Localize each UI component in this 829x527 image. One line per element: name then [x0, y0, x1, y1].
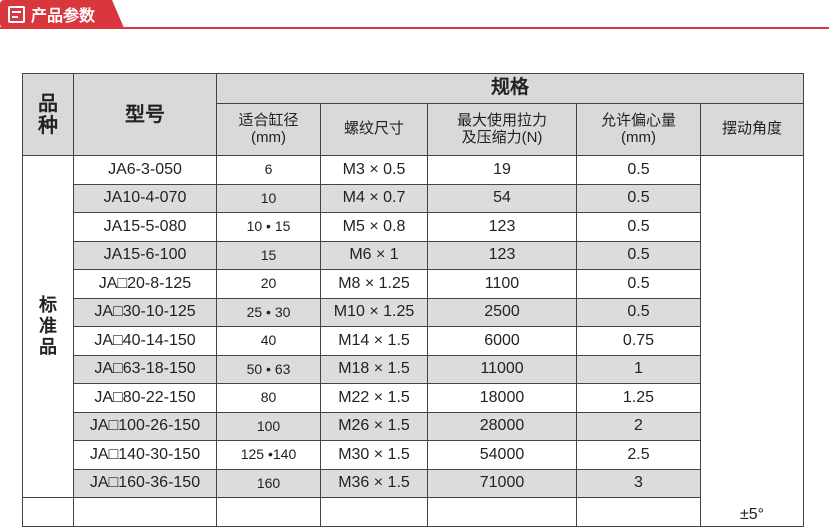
bore-cell: 6 [216, 155, 321, 185]
bore-cell: 10 [216, 183, 321, 213]
table-row: JA□100-26-150 100 M26 × 1.5 28000 2 [23, 411, 804, 441]
eccentricity-cell: 0.75 [576, 326, 701, 356]
eccentricity-cell: 0.5 [576, 297, 701, 327]
model-cell: JA□160-36-150 [73, 468, 217, 498]
model-cell: JA□20-8-125 [73, 269, 217, 299]
header-spec: 规格 [215, 73, 805, 104]
force-cell: 54 [427, 183, 577, 213]
header-thread: 螺纹尺寸 [320, 103, 428, 156]
eccentricity-cell: 0.5 [576, 269, 701, 299]
model-cell: JA□140-30-150 [73, 440, 217, 470]
table-row: 标 准 品 JA6-3-050 6 M3 × 0.5 19 0.5 ±5° [22, 155, 805, 527]
model-cell: JA15-6-100 [73, 240, 217, 270]
force-cell: 1100 [427, 269, 577, 299]
force-cell: 18000 [427, 383, 577, 413]
angle-cell: ±5° [699, 155, 805, 527]
table-row: JA□30-10-125 25 • 30 M10 × 1.25 2500 0.5 [23, 297, 804, 327]
header-bore: 适合缸径 (mm) [216, 103, 321, 156]
thread-cell: M30 × 1.5 [320, 440, 428, 470]
bore-cell: 125 •140 [216, 440, 321, 470]
thread-cell: M14 × 1.5 [320, 326, 428, 356]
bore-cell: 25 • 30 [216, 297, 321, 327]
empty-cell [73, 497, 217, 527]
header-eccentricity: 允许偏心量 (mm) [576, 103, 701, 156]
bore-cell: 40 [216, 326, 321, 356]
header-force: 最大使用拉力 及压缩力(N) [427, 103, 577, 156]
thread-cell: M26 × 1.5 [320, 411, 428, 441]
thread-cell: M36 × 1.5 [320, 468, 428, 498]
table-row: JA□80-22-150 80 M22 × 1.5 18000 1.25 [23, 383, 804, 413]
thread-cell: M4 × 0.7 [320, 183, 428, 213]
eccentricity-cell: 0.5 [576, 155, 701, 185]
eccentricity-cell: 3 [576, 468, 701, 498]
model-cell: JA□80-22-150 [73, 383, 217, 413]
thread-cell: M18 × 1.5 [320, 354, 428, 384]
model-cell: JA□40-14-150 [73, 326, 217, 356]
model-cell: JA15-5-080 [73, 212, 217, 242]
force-cell: 123 [427, 212, 577, 242]
header-model: 型号 [73, 73, 217, 156]
force-cell: 54000 [427, 440, 577, 470]
table-row: JA15-6-100 15 M6 × 1 123 0.5 [23, 240, 804, 270]
bore-cell: 50 • 63 [216, 354, 321, 384]
document-icon [8, 5, 25, 23]
thread-cell: M22 × 1.5 [320, 383, 428, 413]
eccentricity-cell: 1 [576, 354, 701, 384]
thread-cell: M10 × 1.25 [320, 297, 428, 327]
header-category: 品 种 [22, 73, 74, 156]
empty-cell [22, 497, 74, 527]
table-row: JA□40-14-150 40 M14 × 1.5 6000 0.75 [23, 326, 804, 356]
empty-cell [216, 497, 321, 527]
bore-cell: 160 [216, 468, 321, 498]
force-cell: 6000 [427, 326, 577, 356]
eccentricity-cell: 0.5 [576, 183, 701, 213]
empty-cell [427, 497, 577, 527]
thread-cell: M6 × 1 [320, 240, 428, 270]
model-cell: JA10-4-070 [73, 183, 217, 213]
thread-cell: M8 × 1.25 [320, 269, 428, 299]
eccentricity-cell: 0.5 [576, 212, 701, 242]
spec-table: 品 种 型号 规格 适合缸径 (mm) 螺纹尺寸 最大使用拉力 及压缩力(N) … [22, 73, 805, 527]
force-cell: 11000 [427, 354, 577, 384]
table-row: JA□160-36-150 160 M36 × 1.5 71000 3 [23, 468, 804, 498]
model-cell: JA□30-10-125 [73, 297, 217, 327]
table-row-partial [22, 497, 804, 527]
eccentricity-cell: 1.25 [576, 383, 701, 413]
force-cell: 123 [427, 240, 577, 270]
model-cell: JA□63-18-150 [73, 354, 217, 384]
empty-cell [320, 497, 428, 527]
thread-cell: M5 × 0.8 [320, 212, 428, 242]
empty-cell [576, 497, 701, 527]
force-cell: 28000 [427, 411, 577, 441]
force-cell: 19 [427, 155, 577, 185]
bore-cell: 100 [216, 411, 321, 441]
bore-cell: 10 • 15 [216, 212, 321, 242]
thread-cell: M3 × 0.5 [320, 155, 428, 185]
eccentricity-cell: 0.5 [576, 240, 701, 270]
section-tab: 产品参数 [0, 0, 124, 28]
table-row: JA□140-30-150 125 •140 M30 × 1.5 54000 2.5 [23, 440, 804, 470]
table-row: JA10-4-070 10 M4 × 0.7 54 0.5 [23, 183, 804, 213]
model-cell: JA□100-26-150 [73, 411, 217, 441]
table-row: JA15-5-080 10 • 15 M5 × 0.8 123 0.5 [23, 212, 804, 242]
category-cell: 标 准 品 [22, 155, 74, 498]
eccentricity-cell: 2 [576, 411, 701, 441]
force-cell: 2500 [427, 297, 577, 327]
header-angle: 摆动角度 [699, 103, 805, 156]
section-banner: 产品参数 [0, 0, 829, 30]
bore-cell: 15 [216, 240, 321, 270]
table-row: JA□63-18-150 50 • 63 M18 × 1.5 11000 1 [23, 354, 804, 384]
banner-underline [0, 27, 829, 29]
model-cell: JA6-3-050 [73, 155, 217, 185]
eccentricity-cell: 2.5 [576, 440, 701, 470]
section-title: 产品参数 [31, 8, 96, 25]
bore-cell: 20 [216, 269, 321, 299]
force-cell: 71000 [427, 468, 577, 498]
bore-cell: 80 [216, 383, 321, 413]
table-row: JA□20-8-125 20 M8 × 1.25 1100 0.5 [23, 269, 804, 299]
